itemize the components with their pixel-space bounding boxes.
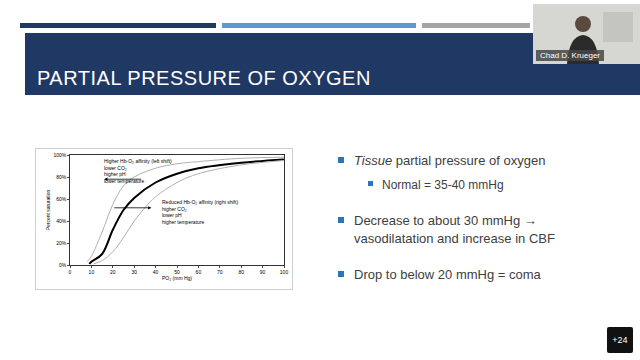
- svg-text:50: 50: [174, 269, 180, 275]
- svg-text:0%: 0%: [59, 262, 67, 268]
- svg-text:30: 30: [131, 269, 137, 275]
- html-text:Decrease to about 30 mmHg → va: Decrease to about 30 mmHg → vasodilatati…: [354, 213, 555, 246]
- html-text:Chad D. Krueger: Chad D. Krueger: [540, 51, 600, 60]
- svg-text:80%: 80%: [56, 174, 67, 180]
- svg-text:60: 60: [196, 269, 202, 275]
- html-text:+24: +24: [612, 335, 628, 345]
- svg-text:Reduced Hb-O₂ affinity (right: Reduced Hb-O₂ affinity (right shift)high…: [162, 199, 238, 225]
- svg-text:70: 70: [217, 269, 223, 275]
- svg-text:20%: 20%: [56, 240, 67, 246]
- svg-text:40%: 40%: [56, 218, 67, 224]
- svg-text:90: 90: [260, 269, 266, 275]
- svg-text:100: 100: [280, 269, 289, 275]
- svg-text:40: 40: [153, 269, 159, 275]
- html-text:PARTIAL PRESSURE OF OXYGEN: PARTIAL PRESSURE OF OXYGEN: [37, 67, 371, 89]
- svg-text:60%: 60%: [56, 196, 67, 202]
- svg-text:PO₂ (mm Hg): PO₂ (mm Hg): [162, 275, 192, 281]
- html-text:Normal = 35-40 mmHg: Normal = 35-40 mmHg: [382, 178, 504, 192]
- svg-text:Higher Hb-O₂ affinity (left sh: Higher Hb-O₂ affinity (left shift)lower …: [104, 158, 172, 184]
- svg-text:Percent saturation: Percent saturation: [45, 189, 51, 230]
- svg-text:20: 20: [110, 269, 116, 275]
- svg-text:100%: 100%: [53, 152, 66, 158]
- svg-text:0: 0: [69, 269, 72, 275]
- html-text:Tissue partial pressure of oxy: Tissue partial pressure of oxygen: [354, 153, 546, 168]
- svg-text:10: 10: [89, 269, 95, 275]
- html-text:Drop to below 20 mmHg = coma: Drop to below 20 mmHg = coma: [354, 267, 541, 282]
- svg-text:80: 80: [238, 269, 244, 275]
